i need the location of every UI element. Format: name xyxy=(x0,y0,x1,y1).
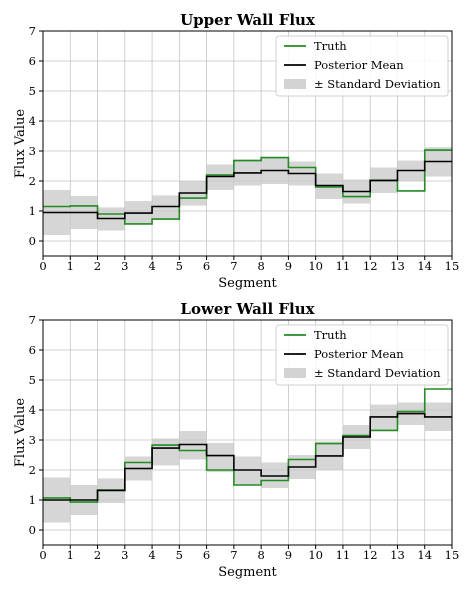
legend-swatch-band xyxy=(284,79,306,89)
x-tick-label: 1 xyxy=(67,259,74,273)
x-tick-label: 0 xyxy=(39,259,46,273)
legend-label-truth: Truth xyxy=(314,39,347,53)
x-tick-label: 14 xyxy=(417,548,432,562)
x-tick-label: 13 xyxy=(390,548,405,562)
x-axis-label: Segment xyxy=(218,565,277,580)
x-tick-label: 15 xyxy=(445,548,460,562)
y-tick-label: 4 xyxy=(29,403,36,417)
x-tick-label: 1 xyxy=(67,548,74,562)
std-band xyxy=(152,438,180,466)
x-tick-label: 14 xyxy=(417,259,432,273)
x-tick-label: 8 xyxy=(257,259,264,273)
y-tick-label: 5 xyxy=(29,84,36,98)
x-tick-label: 3 xyxy=(121,259,128,273)
x-tick-label: 9 xyxy=(285,548,292,562)
x-tick-label: 5 xyxy=(176,259,183,273)
y-tick-label: 6 xyxy=(29,343,36,357)
legend-box xyxy=(275,324,449,386)
y-tick-label: 6 xyxy=(29,54,36,68)
x-tick-label: 2 xyxy=(94,259,101,273)
chart-title: Upper Wall Flux xyxy=(180,11,316,29)
legend-label-mean: Posterior Mean xyxy=(314,347,404,361)
x-tick-label: 12 xyxy=(363,259,378,273)
y-axis-label: Flux Value xyxy=(13,109,28,178)
x-tick-label: 11 xyxy=(336,548,351,562)
y-tick-label: 1 xyxy=(29,493,36,507)
y-tick-label: 2 xyxy=(29,174,36,188)
posterior-mean-line xyxy=(43,412,452,501)
legend: Truth Posterior Mean ± Standard Deviation xyxy=(275,324,449,386)
y-tick-label: 5 xyxy=(29,373,36,387)
legend-swatch-band xyxy=(284,368,306,378)
x-tick-label: 6 xyxy=(203,548,210,562)
y-tick-label: 1 xyxy=(29,204,36,218)
x-tick-label: 12 xyxy=(363,548,378,562)
axes-frame xyxy=(42,30,453,257)
x-tick-label: 7 xyxy=(230,548,237,562)
y-tick-label: 2 xyxy=(29,463,36,477)
legend-label-band: ± Standard Deviation xyxy=(314,77,441,91)
x-axis-label: Segment xyxy=(218,276,277,291)
x-tick-label: 4 xyxy=(148,548,155,562)
x-tick-label: 5 xyxy=(176,548,183,562)
y-axis-label: Flux Value xyxy=(13,398,28,467)
chart-title: Lower Wall Flux xyxy=(180,300,315,318)
posterior-mean-line xyxy=(43,160,452,220)
y-tick-label: 3 xyxy=(29,433,36,447)
x-tick-label: 10 xyxy=(308,548,323,562)
x-tick-label: 7 xyxy=(230,259,237,273)
y-tick-label: 7 xyxy=(29,24,36,38)
x-tick-label: 8 xyxy=(257,548,264,562)
legend-label-band: ± Standard Deviation xyxy=(314,366,441,380)
std-band xyxy=(206,443,234,473)
x-tick-label: 0 xyxy=(39,548,46,562)
x-tick-label: 6 xyxy=(203,259,210,273)
y-tick-label: 0 xyxy=(29,234,36,248)
y-tick-label: 3 xyxy=(29,144,36,158)
x-tick-label: 9 xyxy=(285,259,292,273)
y-tick-label: 4 xyxy=(29,114,36,128)
legend: Truth Posterior Mean ± Standard Deviation xyxy=(275,35,449,97)
legend-box xyxy=(275,35,449,97)
y-tick-label: 0 xyxy=(29,523,36,537)
axes-frame xyxy=(42,319,453,546)
x-tick-label: 10 xyxy=(308,259,323,273)
x-tick-label: 15 xyxy=(445,259,460,273)
x-tick-label: 11 xyxy=(336,259,351,273)
y-tick-label: 7 xyxy=(29,313,36,327)
x-tick-label: 4 xyxy=(148,259,155,273)
x-tick-label: 2 xyxy=(94,548,101,562)
legend-label-mean: Posterior Mean xyxy=(314,58,404,72)
x-tick-label: 13 xyxy=(390,259,405,273)
legend-label-truth: Truth xyxy=(314,328,347,342)
x-tick-label: 3 xyxy=(121,548,128,562)
